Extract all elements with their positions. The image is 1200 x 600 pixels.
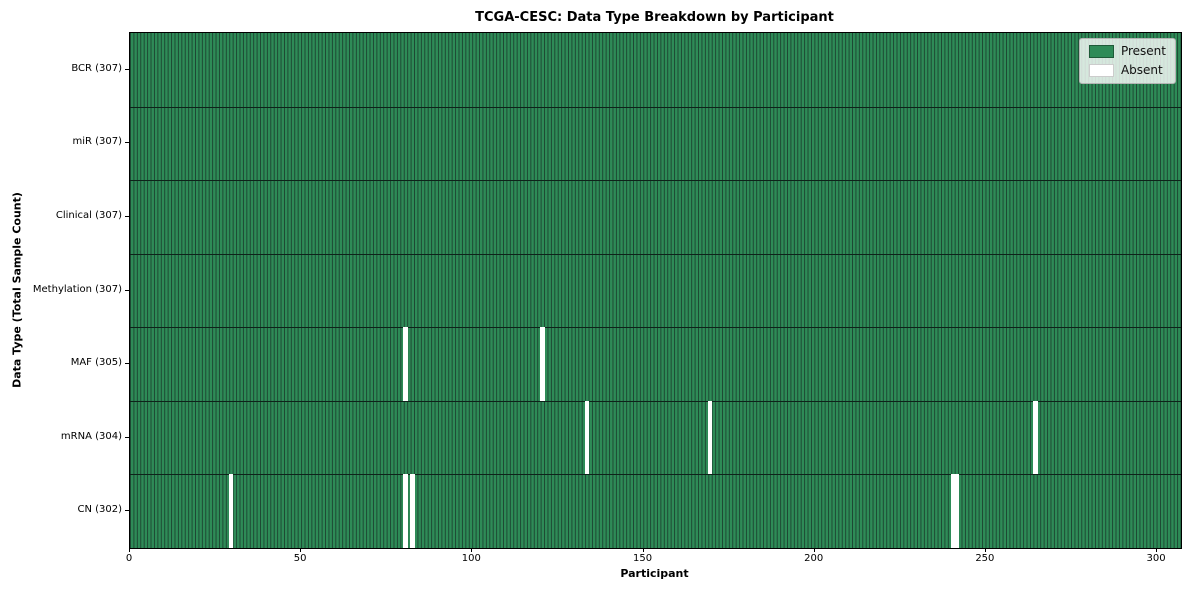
heatmap-row-Clinical [130, 180, 1181, 254]
absent-cell-CN-80 [403, 474, 408, 548]
y-tick-mark [125, 142, 129, 144]
absent-cell-MAF-120 [540, 327, 545, 401]
legend-swatch-absent [1088, 64, 1114, 77]
x-tick-label-100: 100 [461, 553, 481, 564]
x-tick-mark [471, 548, 473, 552]
x-tick-label-250: 250 [975, 553, 995, 564]
legend-swatch-present [1088, 45, 1114, 58]
row-separator [130, 400, 1181, 402]
row-separator [130, 474, 1181, 476]
x-tick-mark [984, 548, 986, 552]
heatmap-row-MAF [130, 327, 1181, 401]
y-tick-label-CN: CN (302) [77, 504, 122, 516]
y-tick-label-BCR: BCR (307) [71, 62, 122, 74]
x-tick-label-150: 150 [632, 553, 653, 564]
plot-area [129, 32, 1182, 549]
y-tick-mark [125, 68, 129, 70]
row-separator [130, 180, 1181, 182]
x-tick-label-300: 300 [1146, 553, 1166, 564]
row-separator [130, 327, 1181, 329]
x-tick-mark [300, 548, 302, 552]
heatmap-row-mRNA [130, 400, 1181, 475]
x-tick-mark [129, 548, 130, 552]
x-axis-label: Participant [620, 567, 689, 580]
y-tick-label-MAF: MAF (305) [70, 357, 122, 369]
x-tick-mark [642, 548, 644, 552]
x-tick-label-50: 50 [293, 553, 307, 564]
absent-cell-CN-82 [410, 474, 415, 548]
y-tick-mark [125, 289, 129, 291]
x-tick-mark [813, 548, 815, 552]
heatmap-row-miR [130, 107, 1181, 181]
heatmap-row-CN [130, 474, 1181, 548]
y-tick-label-Methylation: Methylation (307) [32, 283, 122, 295]
y-tick-mark [125, 363, 129, 365]
y-tick-label-mRNA: mRNA (304) [60, 430, 122, 442]
y-tick-label-miR: miR (307) [72, 136, 122, 148]
chart-title: TCGA-CESC: Data Type Breakdown by Partic… [475, 10, 834, 25]
y-tick-label-Clinical: Clinical (307) [55, 209, 122, 221]
x-tick-label-0: 0 [125, 553, 133, 564]
legend-label-absent: Absent [1120, 63, 1163, 77]
legend-entry-absent: Absent [1088, 63, 1166, 77]
y-tick-mark [125, 436, 129, 438]
heatmap-row-BCR [130, 33, 1181, 107]
x-tick-mark [1156, 548, 1158, 552]
x-tick-label-200: 200 [804, 553, 824, 564]
legend-entry-present: Present [1088, 44, 1166, 58]
absent-cell-mRNA-133 [584, 400, 590, 475]
absent-cell-mRNA-264 [1033, 400, 1038, 475]
absent-cell-CN-240 [951, 474, 956, 548]
row-separator [130, 253, 1181, 255]
absent-cell-CN-29 [228, 474, 234, 548]
absent-cell-CN-241 [954, 474, 959, 548]
legend-label-present: Present [1120, 44, 1166, 58]
absent-cell-mRNA-169 [708, 400, 713, 475]
heatmap-row-Methylation [130, 254, 1181, 328]
y-tick-mark [125, 215, 129, 217]
legend: Present Absent [1078, 38, 1176, 84]
absent-cell-MAF-80 [403, 327, 408, 401]
row-separator [130, 106, 1181, 108]
y-tick-mark [125, 510, 129, 512]
